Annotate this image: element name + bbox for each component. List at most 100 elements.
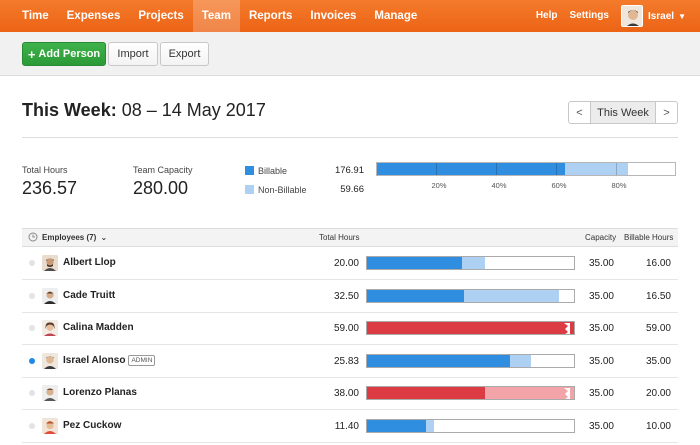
page-title-range: 08 – 14 May 2017 [121,100,266,120]
add-person-button[interactable]: + Add Person [22,42,106,66]
nav-team[interactable]: Team [192,0,240,32]
nav-right: Help Settings Israel ▼ [530,0,700,32]
chevron-down-icon: ⌄ [100,233,108,242]
employee-name[interactable]: Lorenzo Planas [63,387,137,398]
total-hours-cell: 11.40 [334,421,359,432]
hours-bar [366,321,575,336]
total-hours-label: Total Hours [22,165,68,175]
billable-bar-segment [377,163,565,175]
this-week-button[interactable]: This Week [590,102,656,123]
nav-settings[interactable]: Settings [569,10,609,21]
divider [22,137,678,138]
nonbillable-bar-segment [426,420,434,432]
bar-tick [556,163,557,175]
employee-name[interactable]: Cade Truitt [63,290,115,301]
billable-bar-segment [367,257,462,269]
bar-tick [616,163,617,175]
nav-projects[interactable]: Projects [138,10,184,22]
nonbillable-bar-segment [565,163,628,175]
chevron-down-icon: ▼ [678,11,686,21]
table-row[interactable]: Lorenzo Planas 38.00 35.00 20.00 [22,377,678,411]
capacity-cell: 35.00 [588,323,614,335]
avatar [42,255,58,271]
billable-hours-column-header[interactable]: Billable Hours [624,233,674,242]
nav-reports[interactable]: Reports [248,10,293,22]
nonbillable-legend-label: Non-Billable [258,185,307,195]
nav-manage[interactable]: Manage [374,10,418,22]
status-dot [29,325,35,332]
tick-label-80: 80% [611,181,627,190]
total-hours-value: 236.57 [22,178,78,198]
nav-invoices[interactable]: Invoices [310,10,357,22]
capacity-column-header[interactable]: Capacity [585,233,617,242]
table-row[interactable]: Calina Madden 59.00 35.00 59.00 [22,312,678,346]
billable-legend-label: Billable [258,166,288,176]
total-hours-cell: 20.00 [333,258,359,269]
avatar [42,385,58,402]
previous-week-button[interactable]: < [576,106,583,119]
avatar [42,352,58,369]
table-row[interactable]: Israel Alonso ADMIN 25.83 35.00 35.00 [22,345,678,378]
total-hours-column-header[interactable]: Total Hours [319,233,360,242]
billable-bar-segment [367,387,485,400]
nonbillable-bar-segment [464,289,559,302]
nav-expenses[interactable]: Expenses [66,10,121,22]
employee-name-text: Israel Alonso [63,354,126,366]
avatar [42,287,58,304]
status-dot [29,292,35,299]
employees-filter[interactable]: Employees (7) ⌄ [42,233,107,242]
table-row[interactable]: Pez Cuckow 11.40 35.00 10.00 [22,410,678,443]
employee-name[interactable]: Pez Cuckow [63,420,121,431]
total-hours-cell: 59.00 [333,323,359,335]
export-button[interactable]: Export [160,42,209,66]
avatar [42,418,58,434]
overflow-zigzag-icon [564,322,570,335]
nav-help[interactable]: Help [535,10,558,21]
nonbillable-bar-segment [485,387,574,400]
capacity-cell: 35.00 [588,355,614,367]
import-button[interactable]: Import [108,42,158,66]
hours-bar [366,288,575,303]
billable-hours-cell: 35.00 [645,355,671,367]
total-hours-cell: 38.00 [333,388,359,400]
hours-bar [366,419,575,433]
status-dot [29,423,35,429]
tick-label-40: 40% [491,181,507,190]
billable-value: 176.91 [334,165,364,176]
billable-bar-segment [367,289,464,302]
clock-icon [28,232,38,244]
total-hours-cell: 25.83 [333,355,359,367]
nonbillable-value: 59.66 [340,184,364,195]
status-dot [29,357,35,364]
billable-bar-segment [367,354,510,367]
tick-label-20: 20% [431,181,447,190]
capacity-cell: 35.00 [588,421,614,432]
billable-legend-swatch [245,166,254,175]
employee-name[interactable]: Israel Alonso ADMIN [63,354,156,366]
team-hours-bar [376,162,676,176]
status-dot [29,260,35,266]
nonbillable-bar-segment [462,257,485,269]
total-hours-cell: 32.50 [333,290,359,302]
next-week-button[interactable]: > [663,106,670,119]
capacity-cell: 35.00 [588,258,614,269]
toolbar: + Add Person Import Export [0,32,700,76]
plus-icon: + [27,46,36,62]
table-row[interactable]: Albert Llop 20.00 35.00 16.00 [22,247,678,280]
page-title-prefix: This Week: [22,100,117,120]
billable-hours-cell: 59.00 [645,323,671,335]
billable-hours-cell: 16.50 [645,290,671,302]
nav-time[interactable]: Time [22,10,49,22]
employee-name-text: Cade Truitt [63,289,116,301]
employee-name-text: Pez Cuckow [63,420,122,431]
table-row[interactable]: Cade Truitt 32.50 35.00 16.50 [22,280,678,313]
hours-bar [366,353,575,368]
user-menu[interactable]: Israel ▼ [615,0,700,32]
nonbillable-legend-swatch [245,185,254,194]
admin-badge: ADMIN [128,354,156,366]
billable-hours-cell: 16.00 [645,258,671,269]
team-capacity-label: Team Capacity [133,165,193,175]
employee-name[interactable]: Albert Llop [63,257,116,268]
billable-bar-segment [367,420,426,432]
employee-name[interactable]: Calina Madden [63,322,134,333]
